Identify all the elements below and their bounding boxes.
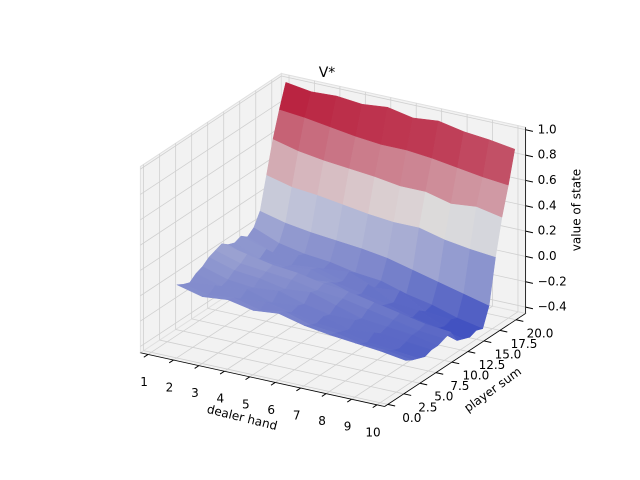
x-tick-label: 1 — [140, 375, 148, 389]
y-tick-label: 5.0 — [434, 390, 453, 404]
tick-mark — [525, 306, 534, 310]
tick-mark — [499, 329, 508, 333]
z-tick-label: −0.2 — [538, 274, 567, 288]
tick-mark — [525, 129, 534, 132]
tick-mark — [403, 393, 412, 396]
tick-mark — [387, 403, 396, 407]
tick-mark — [270, 382, 276, 386]
y-axis-line — [384, 313, 526, 407]
tick-mark — [467, 351, 476, 354]
tick-mark — [525, 154, 534, 158]
z-tick-label: 1.0 — [538, 122, 557, 136]
z-tick-label: 0.0 — [538, 249, 557, 263]
tick-mark — [525, 205, 534, 208]
grid-line — [143, 350, 388, 405]
tick-mark — [515, 319, 524, 322]
tick-mark — [451, 361, 460, 365]
tick-mark — [525, 255, 534, 259]
grid-line — [140, 75, 282, 170]
y-tick-label: 17.5 — [511, 337, 538, 351]
grid-line — [191, 318, 436, 374]
surface-face — [482, 139, 516, 186]
x-tick-label: 7 — [293, 409, 301, 423]
tick-mark — [143, 354, 149, 358]
grid-line — [281, 75, 526, 131]
x-tick-label: 5 — [242, 397, 250, 411]
y-tick-label: 20.0 — [527, 326, 554, 340]
grid-line — [140, 101, 282, 195]
x-tick-label: 6 — [267, 403, 275, 417]
y-tick-label: 2.5 — [418, 400, 437, 414]
tick-mark — [194, 365, 200, 369]
x-tick-label: 2 — [166, 381, 174, 395]
tick-mark — [525, 230, 534, 234]
tick-mark — [347, 398, 352, 403]
tick-mark — [525, 179, 534, 183]
grid-line — [140, 151, 282, 246]
tick-mark — [296, 387, 301, 392]
surface-face — [380, 350, 413, 361]
grid-line — [159, 339, 404, 395]
tick-mark — [372, 404, 378, 409]
z-tick-label: 0.2 — [538, 224, 557, 238]
tick-mark — [525, 281, 534, 284]
grid-line — [140, 177, 282, 271]
tick-mark — [245, 376, 251, 381]
y-tick-label: 15.0 — [495, 347, 522, 361]
x-tick-label: 9 — [344, 420, 352, 434]
y-tick-label: 12.5 — [479, 358, 506, 372]
z-tick-label: 0.4 — [538, 198, 557, 212]
z-tick-label: 0.8 — [538, 148, 557, 162]
x-tick-label: 3 — [191, 386, 199, 400]
y-tick-label: 0.0 — [402, 411, 421, 425]
y-tick-label: 10.0 — [463, 369, 490, 383]
x-tick-label: 10 — [365, 425, 380, 439]
y-tick-label: 7.5 — [450, 379, 469, 393]
x-axis-line — [140, 352, 385, 407]
z-axis-label: value of state — [570, 169, 584, 251]
tick-mark — [435, 372, 444, 375]
tick-mark — [483, 340, 492, 344]
tick-mark — [321, 393, 327, 397]
x-tick-label: 4 — [217, 392, 225, 406]
x-tick-label: 8 — [318, 414, 326, 428]
grid-line — [376, 311, 519, 406]
chart-title: V* — [319, 65, 336, 81]
grid-line — [140, 126, 282, 221]
tick-mark — [219, 370, 225, 375]
grid-line — [175, 329, 420, 384]
z-tick-label: 0.6 — [538, 173, 557, 187]
tick-mark — [419, 382, 428, 386]
z-tick-label: −0.4 — [538, 300, 567, 314]
tick-mark — [168, 359, 174, 364]
